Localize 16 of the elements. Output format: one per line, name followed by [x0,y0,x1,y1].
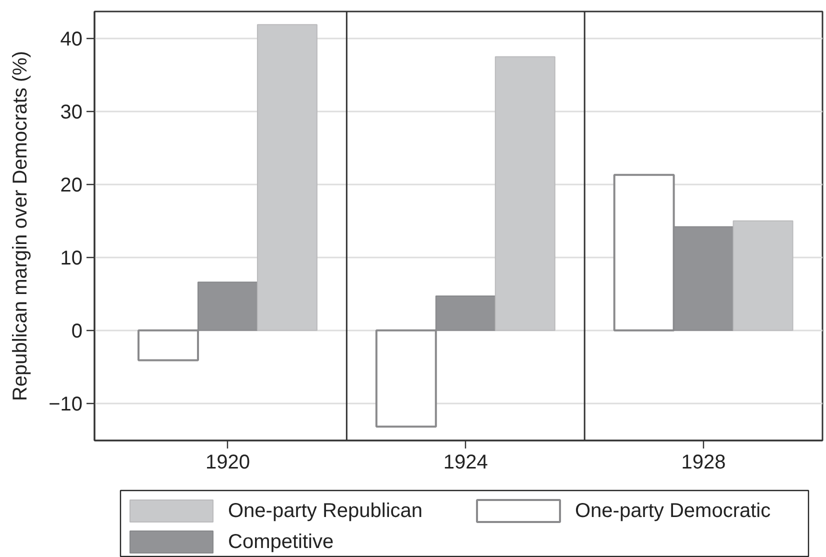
bar [732,220,794,331]
y-tick-label: 10 [60,247,83,270]
x-tick-label: 1928 [681,452,726,474]
y-axis-title: Republican margin over Democrats (%) [10,50,32,402]
legend-label: One-party Democratic [575,500,771,522]
x-tick-label: 1920 [205,452,250,474]
bar [256,24,318,331]
y-tick-label: 40 [60,28,83,50]
y-tick-label: −10 [48,393,83,416]
y-tick-label: 20 [60,174,83,196]
legend-label: One-party Republican [228,500,423,522]
y-tick-label: 0 [71,320,82,342]
legend-label: Competitive [228,531,334,553]
y-tick-label: 30 [60,101,83,124]
x-tick-label: 1924 [443,452,488,474]
bar [494,56,556,331]
